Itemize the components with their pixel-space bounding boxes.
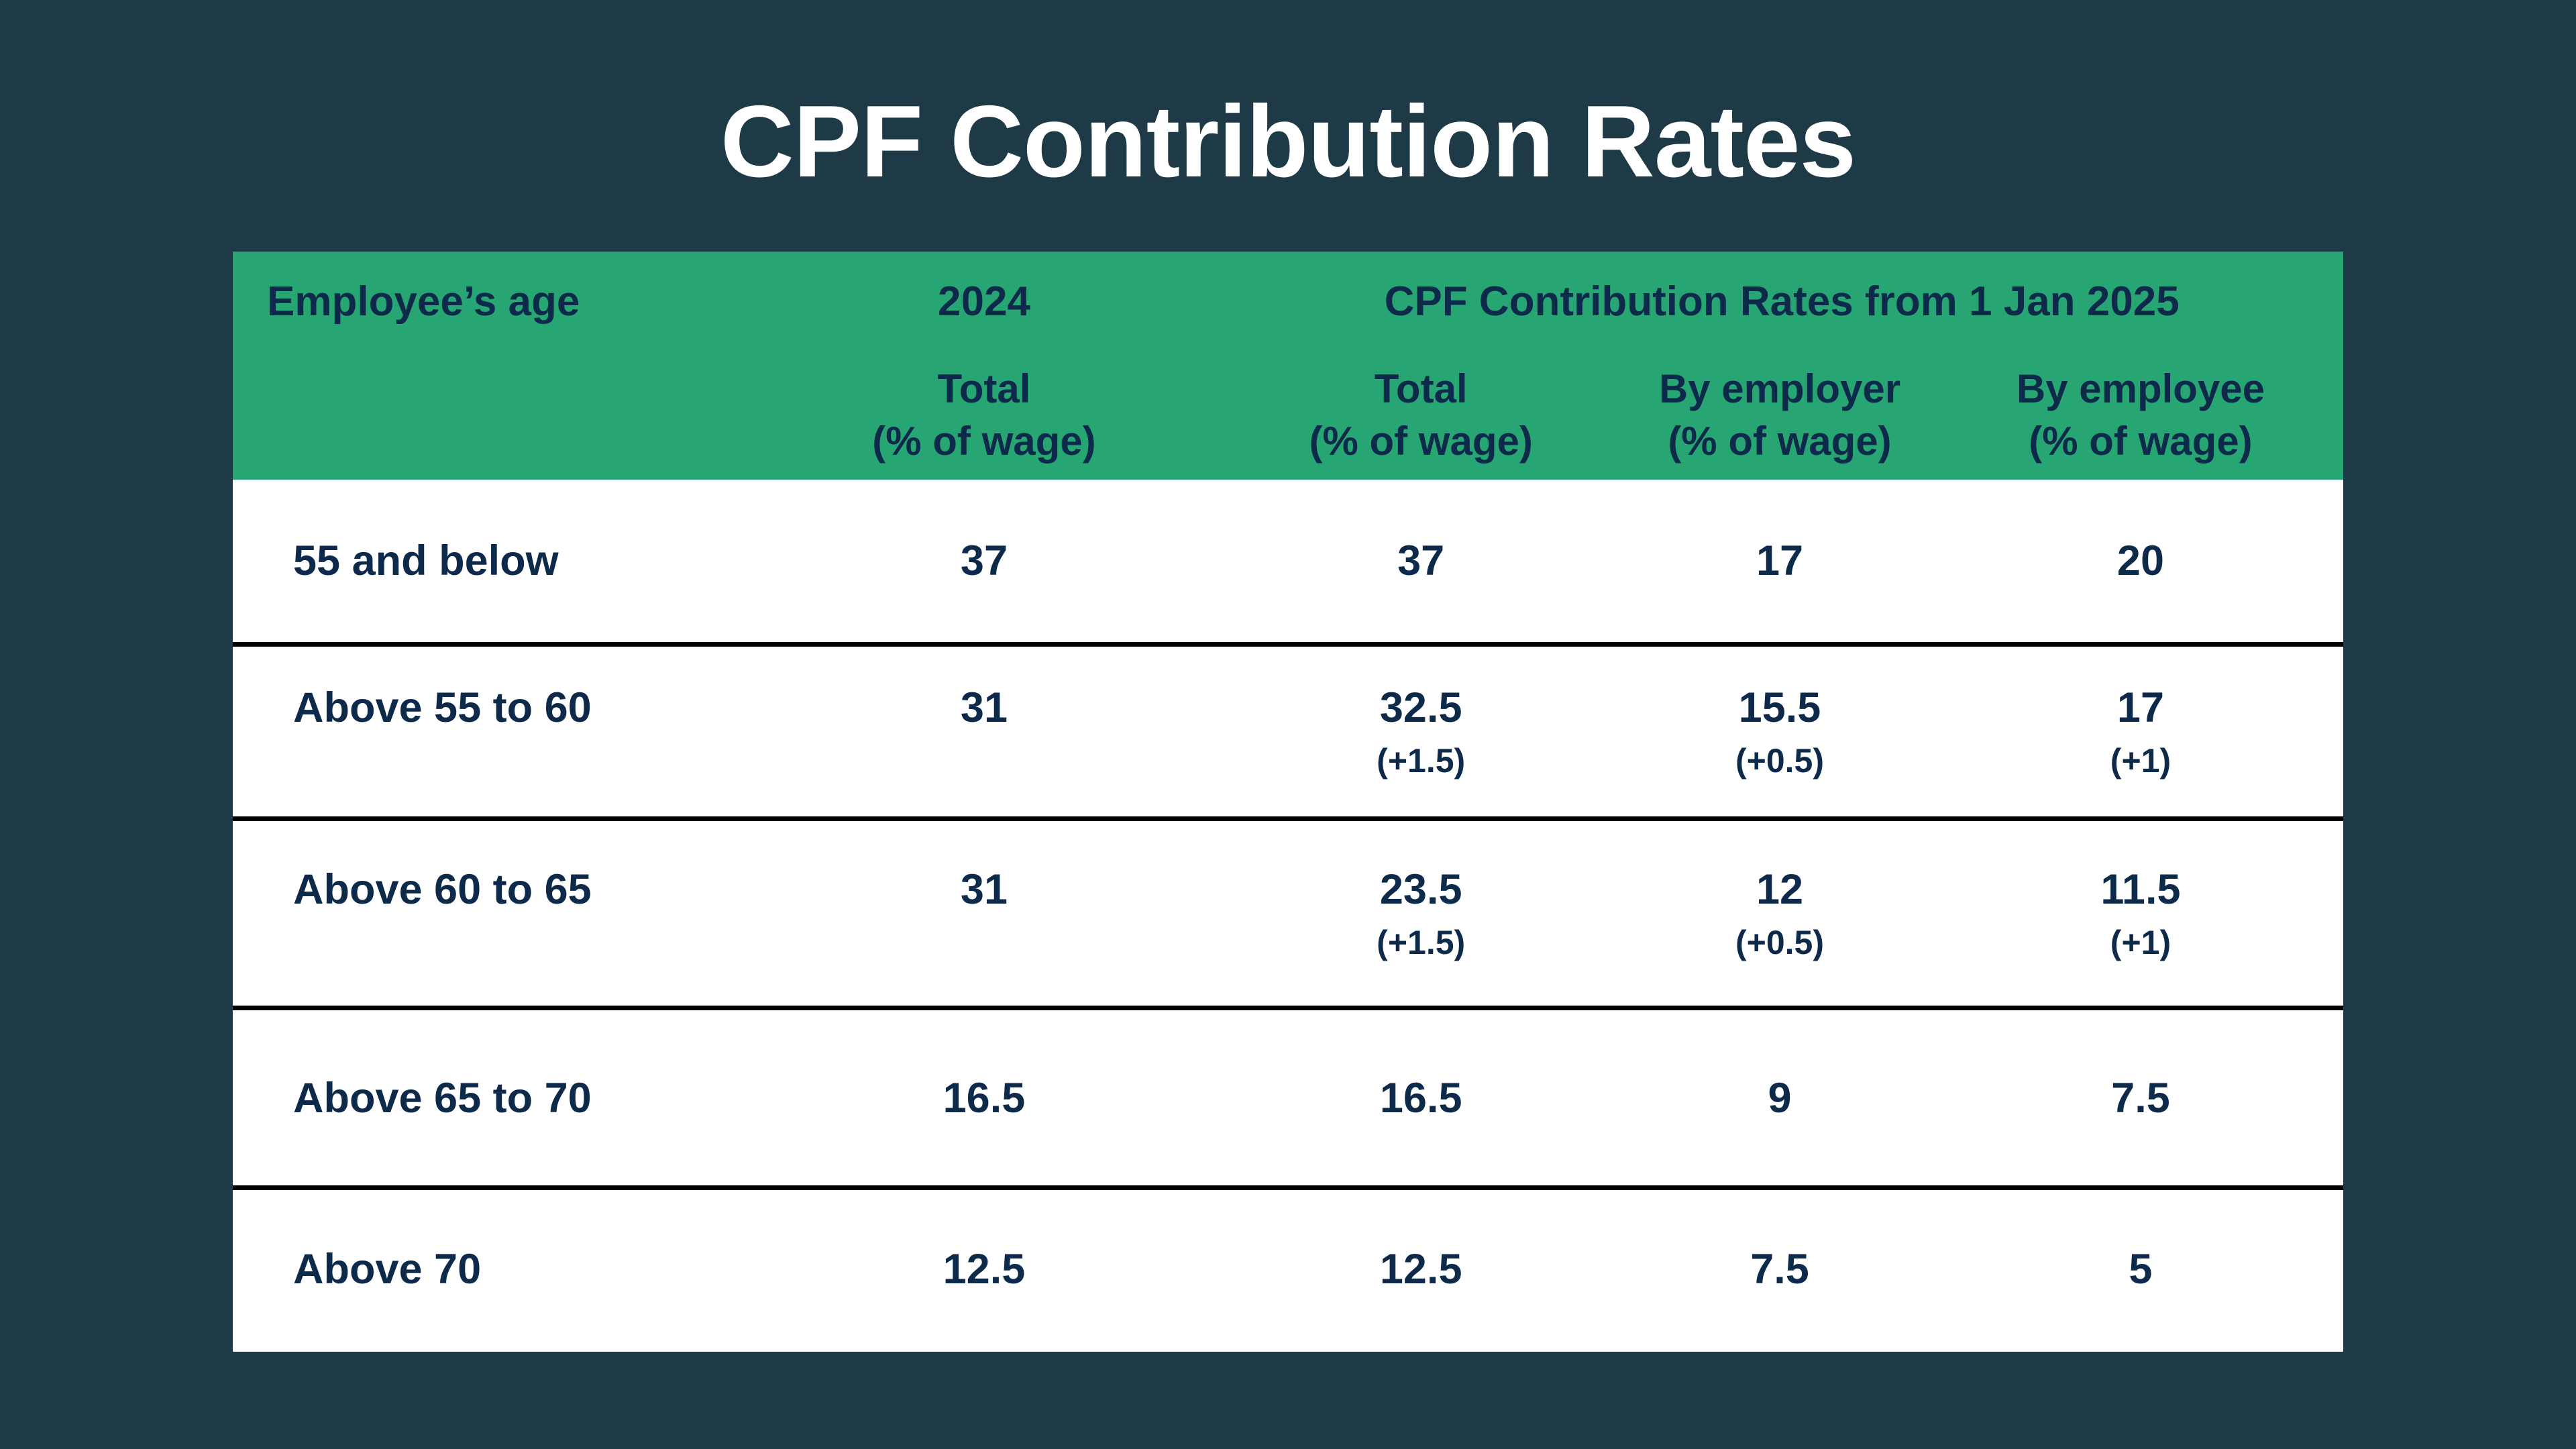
- table-row: Above 55 to 60 31 32.5 (+1.5) 15.5 (+0.5…: [233, 642, 2343, 816]
- rate-change: (+1.5): [1377, 741, 1466, 780]
- header-from-1-jan-2025: CPF Contribution Rates from 1 Jan 2025: [1384, 278, 2180, 325]
- header-2024: 2024: [937, 278, 1030, 325]
- total-2025-cell: 37: [1220, 480, 1621, 642]
- by-employee-cell: 11.5 (+1): [1938, 821, 2343, 1006]
- subheader-unit: (% of wage): [1309, 419, 1533, 464]
- age-label: 55 and below: [293, 537, 559, 584]
- total-2025-cell: 32.5 (+1.5): [1220, 647, 1621, 816]
- rate-value: 9: [1768, 1074, 1792, 1122]
- total-2024-cell: 31: [748, 821, 1221, 1006]
- subheader-unit: (% of wage): [2029, 419, 2253, 464]
- age-cell: 55 and below: [233, 480, 748, 642]
- subheader-label: Total: [1374, 366, 1468, 411]
- rate-value: 17: [1756, 537, 1804, 584]
- by-employer-cell: 9: [1621, 1010, 1938, 1185]
- rate-value: 12: [1756, 865, 1804, 913]
- rate-value: 12.5: [1379, 1246, 1462, 1293]
- subheader-label: By employee: [2016, 366, 2265, 411]
- by-employee-cell: 17 (+1): [1938, 647, 2343, 816]
- total-2025-cell: 23.5 (+1.5): [1220, 821, 1621, 1006]
- rate-value: 7.5: [2111, 1074, 2170, 1122]
- rate-value: 32.5: [1379, 684, 1462, 731]
- total-2024-cell: 31: [748, 647, 1221, 816]
- total-2024-cell: 37: [748, 480, 1221, 642]
- subheader-label: Total: [937, 366, 1031, 411]
- subheader-by-employer: By employer (% of wage): [1621, 352, 1938, 480]
- subheader-unit: (% of wage): [872, 419, 1096, 464]
- rate-value: 16.5: [1379, 1074, 1462, 1122]
- by-employer-cell: 15.5 (+0.5): [1621, 647, 1938, 816]
- age-cell: Above 65 to 70: [233, 1010, 748, 1185]
- rate-value: 17: [2116, 684, 2164, 731]
- rate-value: 7.5: [1750, 1246, 1809, 1293]
- table-row: Above 65 to 70 16.5 16.5 9 7.5: [233, 1006, 2343, 1185]
- page-title: CPF Contribution Rates: [720, 85, 1856, 199]
- age-cell: Above 55 to 60: [233, 647, 748, 816]
- rate-change: (+1): [2110, 741, 2171, 780]
- rate-change: (+1.5): [1377, 923, 1466, 961]
- rate-change: (+0.5): [1735, 741, 1824, 780]
- header-employee-age: Employee’s age: [267, 278, 580, 325]
- age-label: Above 55 to 60: [293, 684, 592, 731]
- age-cell: Above 60 to 65: [233, 821, 748, 1006]
- rate-value: 12.5: [943, 1246, 1026, 1293]
- rate-change: (+0.5): [1735, 923, 1824, 961]
- rate-value: 31: [960, 865, 1008, 913]
- subheader-by-employee: By employee (% of wage): [1938, 352, 2343, 480]
- rate-value: 20: [2116, 537, 2164, 584]
- cpf-rates-table: Employee’s age 2024 CPF Contribution Rat…: [233, 252, 2343, 1352]
- by-employee-cell: 20: [1938, 480, 2343, 642]
- total-2025-cell: 16.5: [1220, 1010, 1621, 1185]
- rate-value: 31: [960, 684, 1008, 731]
- subheader-2025-total: Total (% of wage): [1220, 352, 1621, 480]
- rate-value: 5: [2129, 1246, 2153, 1293]
- rate-change: (+1): [2110, 923, 2171, 961]
- total-2024-cell: 16.5: [748, 1010, 1221, 1185]
- table-row: Above 70 12.5 12.5 7.5 5: [233, 1185, 2343, 1348]
- subheader-label: By employer: [1658, 366, 1901, 411]
- table-header: Employee’s age 2024 CPF Contribution Rat…: [233, 252, 2343, 480]
- age-label: Above 60 to 65: [293, 865, 592, 913]
- table-row: 55 and below 37 37 17 20: [233, 480, 2343, 642]
- subheader-unit: (% of wage): [1668, 419, 1892, 464]
- age-label: Above 65 to 70: [293, 1074, 592, 1122]
- by-employer-cell: 7.5: [1621, 1190, 1938, 1348]
- rate-value: 37: [1397, 537, 1445, 584]
- total-2025-cell: 12.5: [1220, 1190, 1621, 1348]
- subheader-2024-total: Total (% of wage): [748, 352, 1221, 480]
- rate-value: 11.5: [2100, 865, 2181, 913]
- by-employee-cell: 5: [1938, 1190, 2343, 1348]
- by-employer-cell: 12 (+0.5): [1621, 821, 1938, 1006]
- rate-value: 16.5: [943, 1074, 1026, 1122]
- by-employer-cell: 17: [1621, 480, 1938, 642]
- rate-value: 15.5: [1738, 684, 1821, 731]
- total-2024-cell: 12.5: [748, 1190, 1221, 1348]
- rate-value: 23.5: [1379, 865, 1462, 913]
- age-cell: Above 70: [233, 1190, 748, 1348]
- table-row: Above 60 to 65 31 23.5 (+1.5) 12 (+0.5) …: [233, 816, 2343, 1006]
- by-employee-cell: 7.5: [1938, 1010, 2343, 1185]
- rate-value: 37: [960, 537, 1008, 584]
- age-label: Above 70: [293, 1246, 482, 1293]
